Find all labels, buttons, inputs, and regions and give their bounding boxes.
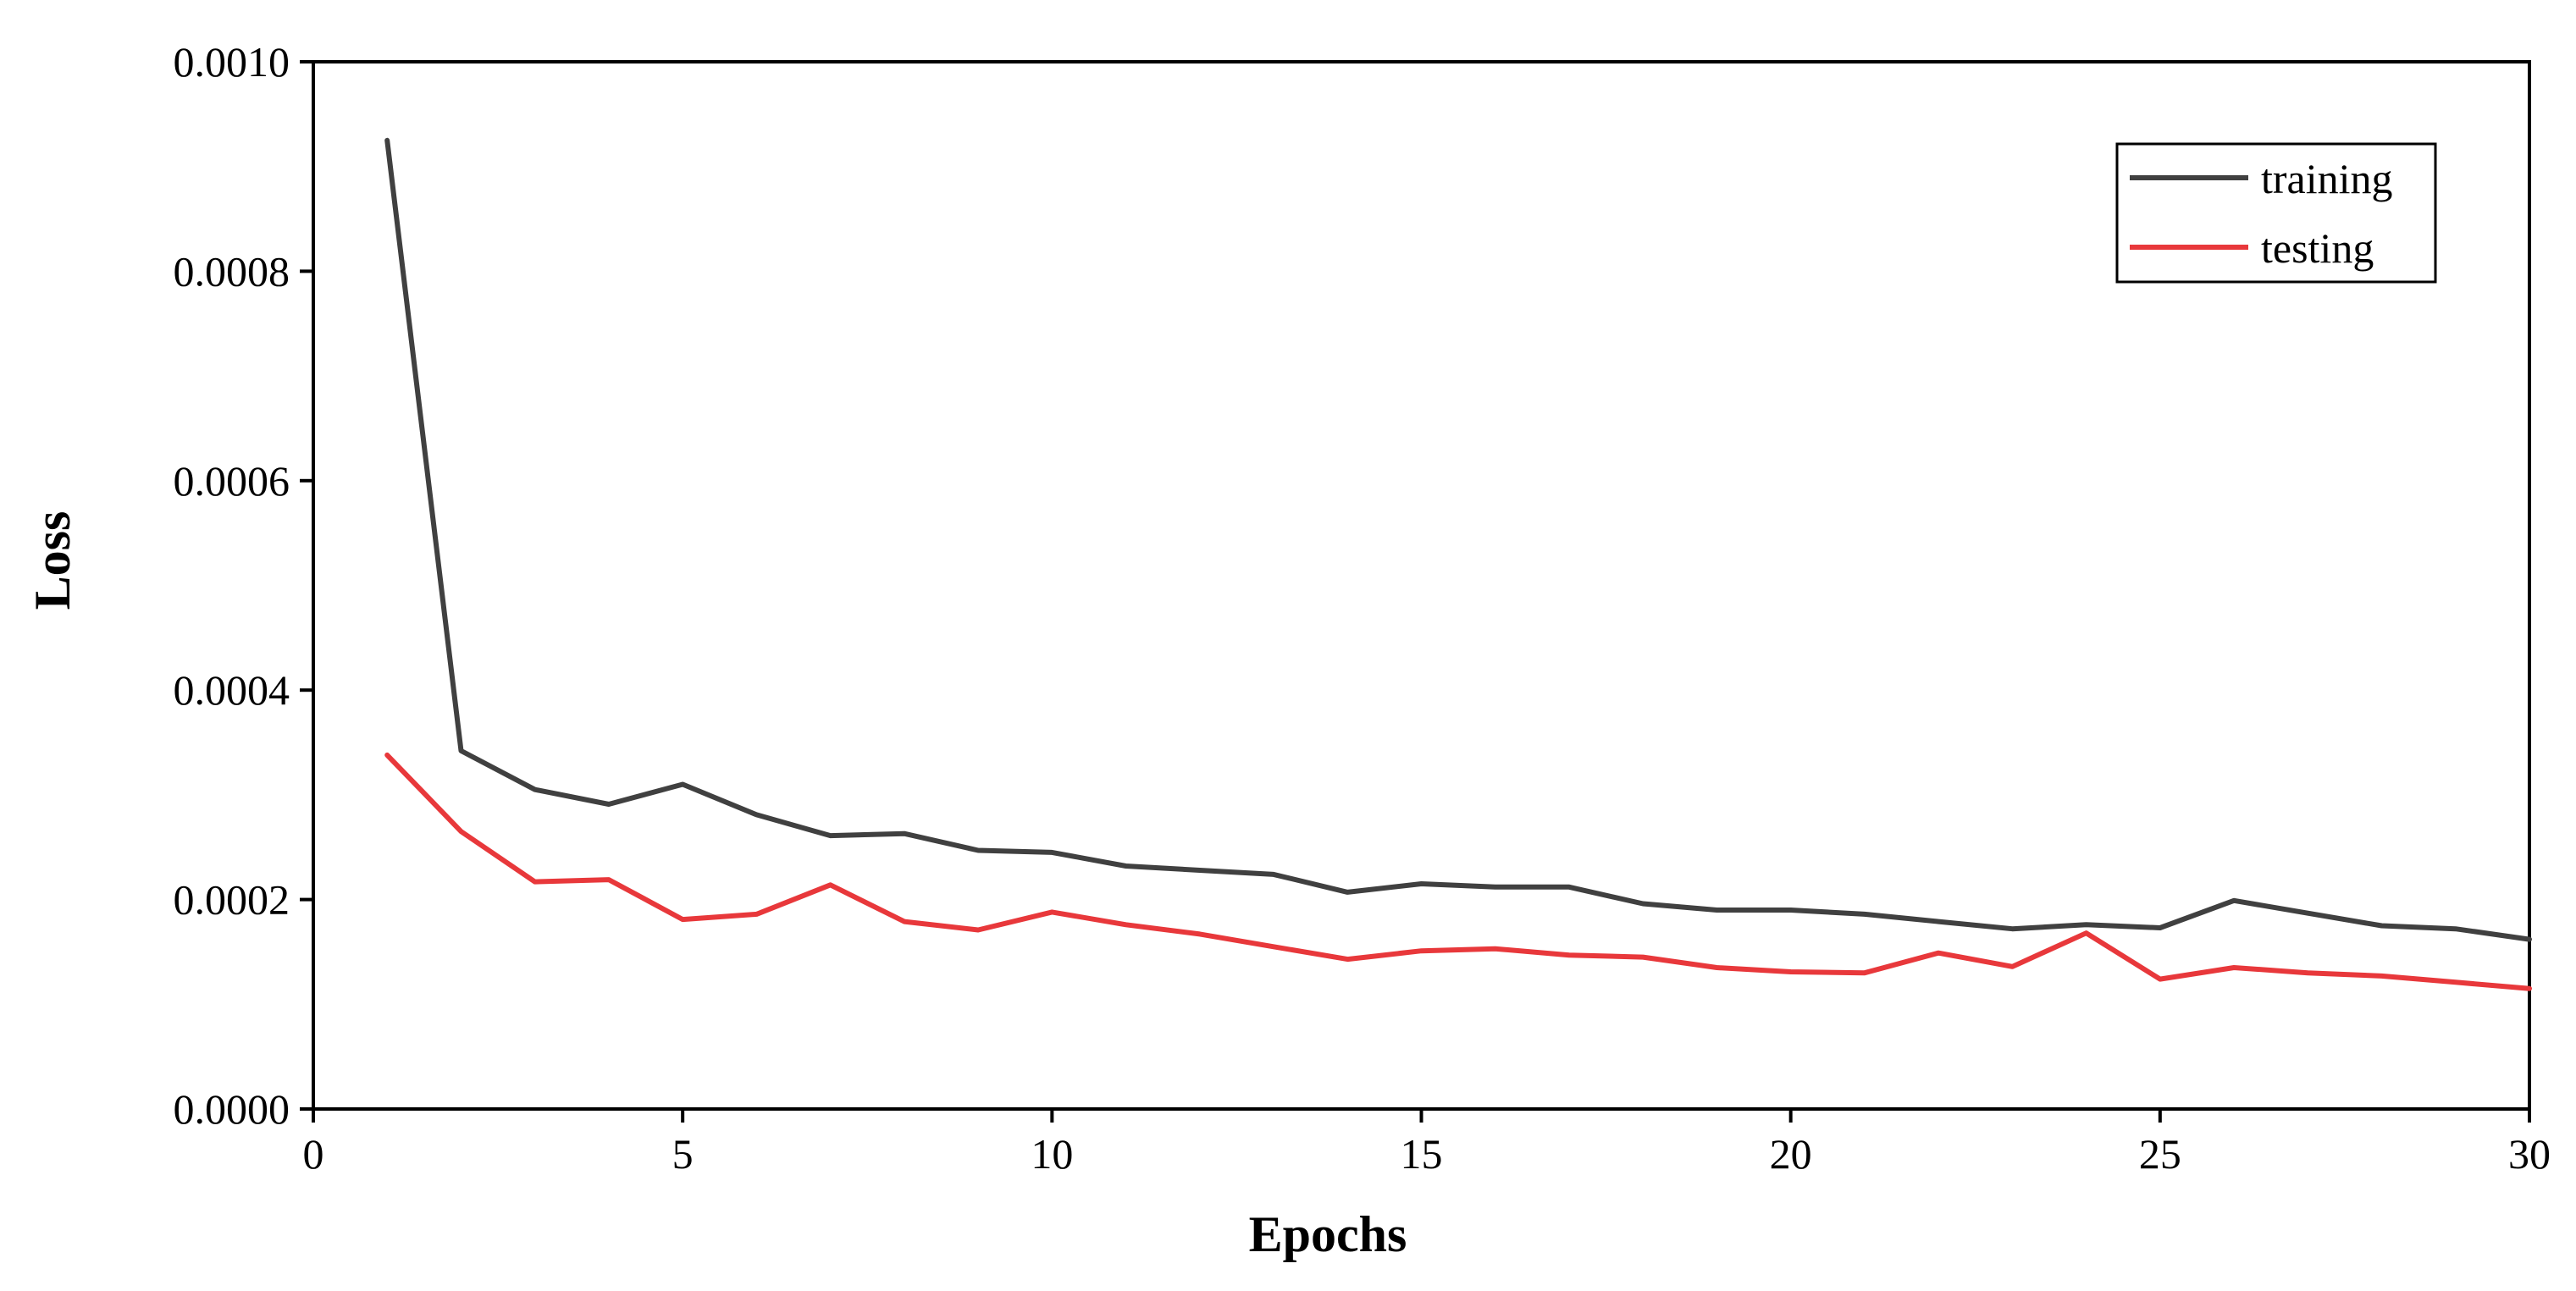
x-tick-label: 15 (1401, 1130, 1443, 1178)
y-tick-label: 0.0002 (174, 876, 290, 924)
y-axis: 0.0000 0.0002 0.0004 0.0006 0.0008 0.0010 (174, 38, 313, 1133)
x-tick-label: 30 (2508, 1130, 2551, 1178)
legend-label-testing: testing (2261, 224, 2374, 272)
x-tick-label: 20 (1770, 1130, 1812, 1178)
x-axis-title: Epochs (1249, 1206, 1407, 1262)
y-tick-label: 0.0006 (174, 457, 290, 505)
x-tick-label: 0 (303, 1130, 324, 1178)
y-tick-label: 0.0000 (174, 1085, 290, 1133)
legend-box (2115, 142, 2437, 284)
x-tick-label: 25 (2139, 1130, 2181, 1178)
series-line-training (384, 137, 2532, 942)
series-layer (384, 137, 2532, 991)
legend: training testing (2115, 142, 2437, 284)
x-tick-label: 5 (672, 1130, 694, 1178)
legend-label-training: training (2261, 155, 2393, 202)
x-axis: 0 5 10 15 20 25 30 (303, 1109, 2551, 1178)
y-tick-label: 0.0008 (174, 247, 290, 295)
series-line-testing (384, 752, 2532, 991)
y-tick-label: 0.0010 (174, 38, 290, 86)
y-tick-label: 0.0004 (174, 666, 290, 714)
y-axis-title: Loss (25, 511, 80, 610)
x-tick-label: 10 (1031, 1130, 1073, 1178)
